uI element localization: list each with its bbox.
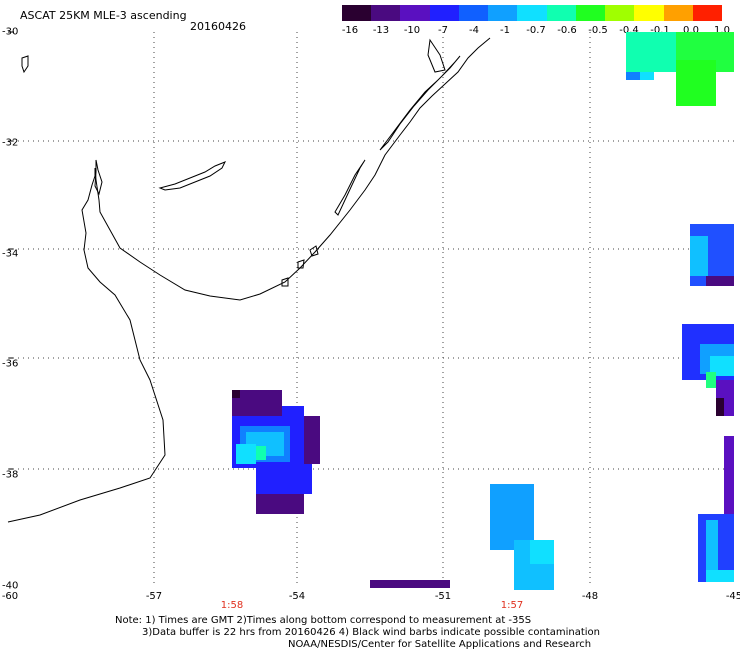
- colorbar-swatch: [429, 5, 459, 21]
- colorbar-swatch: [663, 5, 693, 21]
- latitude-label: -40: [2, 580, 19, 592]
- map-date: 20160426: [190, 20, 246, 33]
- longitude-label: -45: [725, 591, 740, 602]
- wind-swath-cells: [232, 32, 734, 590]
- colorbar-label: 1.0: [714, 25, 730, 36]
- longitude-label: -51: [434, 591, 452, 602]
- colorbar-swatch: [605, 5, 635, 21]
- colorbar-label: -0.4: [619, 25, 639, 36]
- colorbar-swatch: [634, 5, 664, 21]
- latitude-label: -30: [2, 26, 19, 38]
- colorbar-label: 0.0: [683, 25, 699, 36]
- coastline: [7, 37, 491, 523]
- note-line-1: Note: 1) Times are GMT 2)Times along bot…: [115, 615, 532, 626]
- colorbar-swatch: [488, 5, 518, 21]
- colorbar-swatch: [692, 5, 723, 21]
- map-title: ASCAT 25KM MLE-3 ascending: [20, 9, 187, 22]
- colorbar-swatch: [546, 5, 576, 21]
- colorbar-swatch: [371, 5, 401, 21]
- colorbar-swatch: [575, 5, 606, 21]
- note-line-2: 3)Data buffer is 22 hrs from 20160426 4)…: [142, 627, 600, 638]
- latitude-label: -34: [2, 248, 19, 260]
- colorbar-label: -16: [341, 25, 359, 36]
- longitude-label: -48: [581, 591, 599, 602]
- graticule: [8, 32, 735, 586]
- colorbar-swatch: [517, 5, 547, 21]
- colorbar-label: -0.5: [588, 25, 608, 36]
- colorbar-label: -0.7: [526, 25, 546, 36]
- longitude-label: -60: [1, 591, 19, 602]
- colorbar: [342, 5, 723, 21]
- colorbar-label: -1: [500, 25, 510, 36]
- latitude-label: -32: [2, 137, 19, 149]
- longitude-label: -57: [145, 591, 163, 602]
- colorbar-label: -0.1: [650, 25, 670, 36]
- longitude-label: -54: [288, 591, 306, 602]
- colorbar-swatch: [458, 5, 489, 21]
- colorbar-label: -4: [469, 25, 479, 36]
- colorbar-label: -10: [403, 25, 421, 36]
- colorbar-swatch: [400, 5, 430, 21]
- colorbar-label: -13: [372, 25, 390, 36]
- colorbar-label: -0.6: [557, 25, 577, 36]
- latitude-label: -38: [2, 469, 19, 481]
- pass-time-label: 1:57: [500, 600, 524, 611]
- colorbar-swatch: [342, 5, 372, 21]
- note-line-3: NOAA/NESDIS/Center for Satellite Applica…: [288, 639, 592, 650]
- colorbar-label: -7: [438, 25, 448, 36]
- latitude-label: -36: [2, 358, 19, 370]
- pass-time-label: 1:58: [220, 600, 244, 611]
